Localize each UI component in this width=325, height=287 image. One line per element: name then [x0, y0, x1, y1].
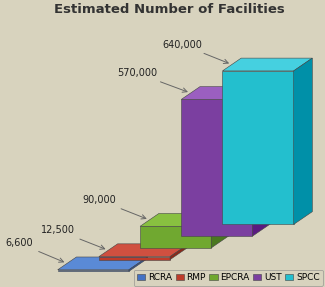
Polygon shape [129, 257, 148, 272]
Text: 640,000: 640,000 [162, 40, 228, 63]
Polygon shape [170, 244, 189, 260]
Text: 12,500: 12,500 [41, 225, 105, 249]
Polygon shape [140, 214, 230, 226]
Polygon shape [58, 257, 148, 270]
Polygon shape [99, 257, 170, 260]
Polygon shape [181, 99, 253, 236]
Polygon shape [58, 270, 129, 272]
Title: Estimated Number of Facilities: Estimated Number of Facilities [54, 3, 284, 16]
Legend: RCRA, RMP, EPCRA, UST, SPCC: RCRA, RMP, EPCRA, UST, SPCC [134, 269, 323, 286]
Polygon shape [211, 214, 230, 248]
Polygon shape [293, 58, 312, 224]
Text: 570,000: 570,000 [117, 68, 187, 92]
Polygon shape [181, 87, 271, 99]
Polygon shape [99, 244, 189, 257]
Polygon shape [222, 71, 293, 224]
Polygon shape [140, 226, 211, 248]
Polygon shape [222, 58, 312, 71]
Text: 6,600: 6,600 [6, 238, 63, 262]
Text: 90,000: 90,000 [82, 195, 146, 219]
Polygon shape [253, 87, 271, 236]
